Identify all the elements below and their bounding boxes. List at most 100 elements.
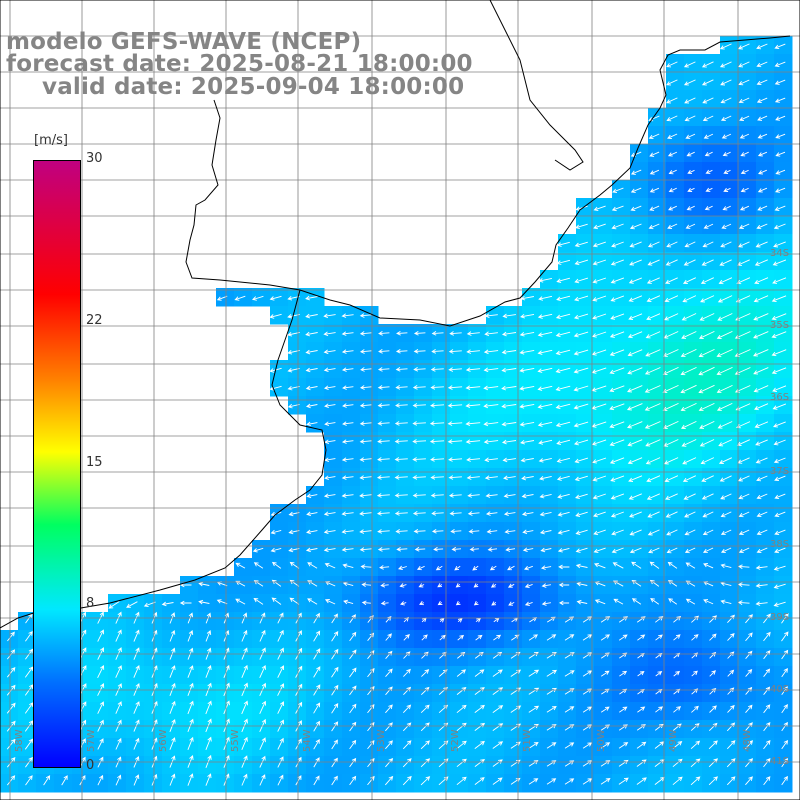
wind-arrow: [684, 547, 696, 554]
wind-arrow: [716, 330, 733, 339]
wind-arrow: [475, 617, 482, 623]
wind-arrow: [738, 97, 750, 104]
wind-arrow: [753, 367, 769, 375]
wind-arrow: [483, 385, 499, 391]
wind-arrow: [485, 511, 498, 516]
wind-arrow: [763, 704, 771, 714]
wind-arrow: [396, 547, 408, 552]
wind-arrow: [637, 634, 646, 641]
wind-arrow: [502, 313, 516, 319]
wind-arrow: [673, 634, 681, 641]
wind-arrow: [508, 601, 515, 606]
wind-arrow: [757, 151, 768, 157]
wind-arrow: [421, 634, 428, 641]
wind-arrow: [720, 115, 732, 122]
wind-arrow: [483, 421, 499, 427]
wind-arrow: [573, 367, 589, 374]
wind-arrow: [781, 649, 789, 660]
wind-arrow: [449, 511, 462, 516]
wind-arrow: [556, 241, 570, 247]
wind-arrow: [413, 349, 426, 354]
wind-arrow: [684, 241, 696, 248]
wind-arrow: [702, 547, 714, 554]
wind-arrow: [720, 547, 732, 554]
wind-arrow: [611, 241, 624, 248]
wind-arrow: [775, 115, 786, 121]
wind-arrow: [618, 634, 628, 641]
wind-arrow: [618, 759, 629, 767]
wind-arrow: [754, 403, 769, 411]
wind-arrow: [430, 385, 444, 390]
wind-arrow: [645, 331, 661, 339]
wind-arrow: [645, 439, 661, 447]
wind-arrow: [501, 331, 517, 337]
colorbar-unit: [m/s]: [34, 133, 68, 148]
wind-arrow: [699, 420, 715, 429]
wind-arrow: [234, 295, 246, 301]
lon-label-55W: 55W: [230, 729, 241, 752]
wind-arrow: [179, 600, 192, 606]
wind-arrow: [758, 169, 767, 175]
wind-arrow: [781, 686, 788, 696]
wind-arrow: [687, 187, 695, 192]
wind-arrow: [709, 687, 717, 695]
wind-arrow: [646, 475, 661, 483]
wind-arrow: [306, 421, 318, 427]
wind-arrow: [754, 259, 768, 266]
wind-arrow: [537, 331, 553, 337]
wind-arrow: [683, 259, 696, 266]
wind-arrow: [662, 366, 679, 375]
wind-arrow: [668, 598, 678, 605]
wind-arrow: [473, 583, 479, 588]
wind-arrow: [313, 630, 321, 642]
wind-arrow: [666, 79, 678, 86]
wind-arrow: [394, 493, 408, 498]
lat-label-35S: 35S: [770, 320, 790, 331]
wind-arrow: [492, 741, 504, 749]
wind-arrow: [198, 599, 210, 605]
wind-arrow: [510, 759, 521, 767]
wind-arrow: [473, 600, 479, 606]
wind-arrow: [359, 385, 372, 390]
wind-arrow: [25, 775, 33, 786]
wind-arrow: [644, 421, 661, 429]
wind-arrow: [447, 421, 463, 426]
wind-arrow: [556, 277, 571, 283]
wind-arrow: [519, 331, 535, 337]
wind-arrow: [646, 295, 661, 302]
wind-arrow: [133, 701, 140, 714]
wind-arrow: [524, 601, 533, 606]
wind-arrow: [133, 774, 140, 786]
wind-arrow: [681, 331, 697, 339]
wind-arrow: [644, 367, 661, 375]
wind-arrow: [367, 757, 375, 768]
wind-arrow: [629, 511, 642, 518]
wind-arrow: [412, 493, 426, 498]
wind-arrow: [704, 151, 713, 157]
wind-arrow: [484, 331, 498, 337]
wind-arrow: [672, 776, 683, 786]
wind-arrow: [627, 421, 643, 429]
wind-arrow: [403, 634, 410, 641]
wind-arrow: [115, 774, 122, 786]
wind-arrow: [359, 457, 372, 462]
wind-arrow: [738, 511, 750, 518]
wind-arrow: [592, 493, 606, 500]
wind-arrow: [737, 582, 750, 587]
wind-arrow: [474, 740, 485, 749]
wind-arrow: [645, 349, 661, 357]
wind-arrow: [359, 439, 372, 444]
wind-arrow: [349, 631, 357, 642]
wind-arrow: [205, 700, 212, 715]
wind-arrow: [484, 475, 498, 481]
wind-arrow: [341, 349, 354, 354]
wind-arrow: [573, 331, 589, 338]
wind-arrow: [745, 632, 753, 642]
wind-arrow: [703, 223, 714, 229]
wind-arrow: [564, 634, 575, 641]
wind-arrow: [684, 97, 696, 104]
wind-arrow: [413, 529, 426, 534]
lat-label-39S: 39S: [770, 612, 790, 623]
wind-arrow: [367, 650, 375, 660]
wind-arrow: [341, 313, 354, 318]
